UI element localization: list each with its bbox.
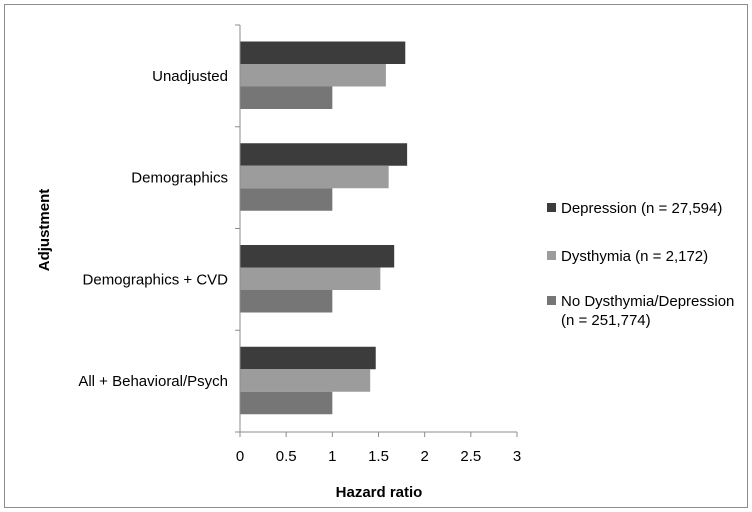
bar-depression-2 [240, 245, 395, 268]
bar-no-dysthymia-depression-0 [240, 86, 333, 109]
category-label: Demographics [131, 170, 228, 187]
category-label: All + Behavioral/Psych [78, 373, 228, 390]
bar-no-dysthymia-depression-3 [240, 391, 333, 415]
bar-depression-3 [240, 346, 376, 370]
x-tick-label: 3 [513, 448, 521, 465]
bar-dysthymia-0 [240, 64, 386, 87]
y-axis-title: Adjustment [36, 189, 53, 272]
bar-depression-1 [240, 143, 408, 166]
bar-no-dysthymia-depression-2 [240, 290, 333, 313]
bar-dysthymia-1 [240, 165, 389, 189]
legend-swatch-no-dysthymia-depression [547, 296, 556, 305]
legend-label-depression: Depression (n = 27,594) [561, 200, 722, 217]
x-axis-title: Hazard ratio [336, 484, 423, 501]
bar-depression-0 [240, 41, 406, 64]
x-tick-label: 2.5 [460, 448, 481, 465]
legend-label-no-dysthymia-depression-line2: (n = 251,774) [561, 312, 651, 329]
bar-dysthymia-3 [240, 369, 371, 392]
category-label: Demographics + CVD [83, 271, 229, 288]
legend-swatch-depression [547, 203, 556, 212]
x-tick-label: 0.5 [276, 448, 297, 465]
bar-dysthymia-2 [240, 267, 381, 290]
legend-label-no-dysthymia-depression: No Dysthymia/Depression [561, 293, 734, 310]
bar-no-dysthymia-depression-1 [240, 188, 333, 211]
x-tick-label: 1 [328, 448, 336, 465]
legend-label-dysthymia: Dysthymia (n = 2,172) [561, 248, 708, 265]
x-tick-label: 0 [236, 448, 244, 465]
x-tick-label: 1.5 [368, 448, 389, 465]
x-tick-label: 2 [420, 448, 428, 465]
legend-swatch-dysthymia [547, 251, 556, 260]
category-label: Unadjusted [152, 68, 228, 85]
